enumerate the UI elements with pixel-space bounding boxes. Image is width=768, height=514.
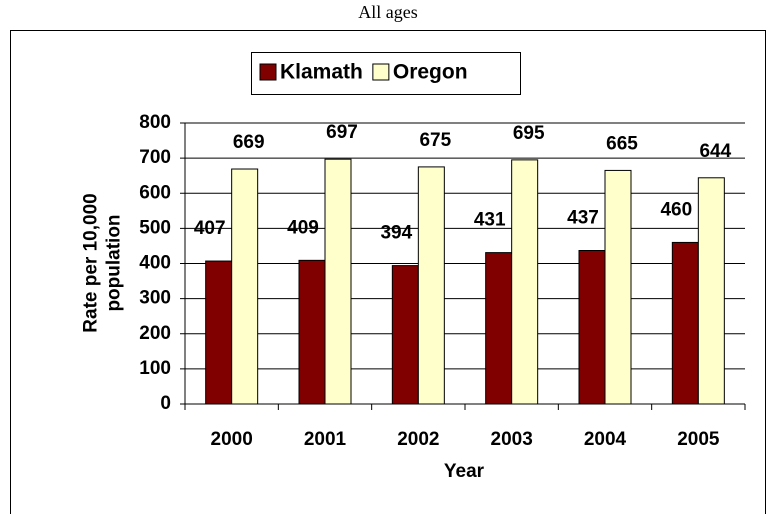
- y-tick-label: 0: [160, 393, 171, 414]
- data-label: 665: [606, 133, 638, 154]
- bar: [324, 158, 352, 405]
- legend-label: Oregon: [393, 61, 468, 84]
- y-tick-label: 700: [139, 147, 171, 168]
- y-tick-label: 600: [139, 182, 171, 203]
- bar: [298, 259, 326, 405]
- x-tick-label: 2001: [304, 429, 347, 450]
- y-tick-label: 200: [139, 323, 171, 344]
- legend-swatch: [372, 63, 390, 81]
- data-label: 695: [513, 123, 545, 144]
- x-tick-label: 2003: [491, 429, 533, 450]
- data-label: 460: [660, 199, 692, 220]
- y-tick-label: 800: [139, 112, 171, 133]
- x-tick-label: 2005: [677, 429, 720, 450]
- chart-frame: [10, 30, 766, 514]
- y-axis-label: Rate per 10,000population: [81, 193, 125, 332]
- x-axis-label: Year: [444, 461, 485, 482]
- chart-title: All ages: [358, 2, 417, 22]
- y-tick-label: 100: [139, 358, 171, 379]
- data-label: 644: [699, 141, 731, 162]
- y-tick-label: 400: [139, 253, 171, 274]
- data-label: 669: [233, 132, 265, 153]
- bar: [604, 169, 632, 405]
- bar: [578, 250, 606, 405]
- bar: [485, 252, 513, 405]
- y-tick-label: 500: [139, 217, 171, 238]
- bar: [417, 166, 445, 405]
- bar: [231, 168, 259, 405]
- bar: [697, 177, 725, 405]
- data-label: 407: [194, 218, 226, 239]
- x-tick-label: 2002: [397, 429, 439, 450]
- data-label: 409: [287, 217, 319, 238]
- legend-swatch: [259, 63, 277, 81]
- legend-label: Klamath: [280, 61, 363, 84]
- data-label: 437: [567, 208, 599, 229]
- bar: [671, 241, 699, 405]
- bar: [391, 265, 419, 405]
- bar: [205, 260, 233, 405]
- data-label: 431: [474, 210, 506, 231]
- data-label: 675: [419, 130, 451, 151]
- x-tick-label: 2004: [584, 429, 627, 450]
- y-tick-label: 300: [139, 288, 171, 309]
- bar: [511, 159, 539, 405]
- data-label: 697: [326, 122, 358, 143]
- x-tick-label: 2000: [211, 429, 253, 450]
- data-label: 394: [380, 223, 412, 244]
